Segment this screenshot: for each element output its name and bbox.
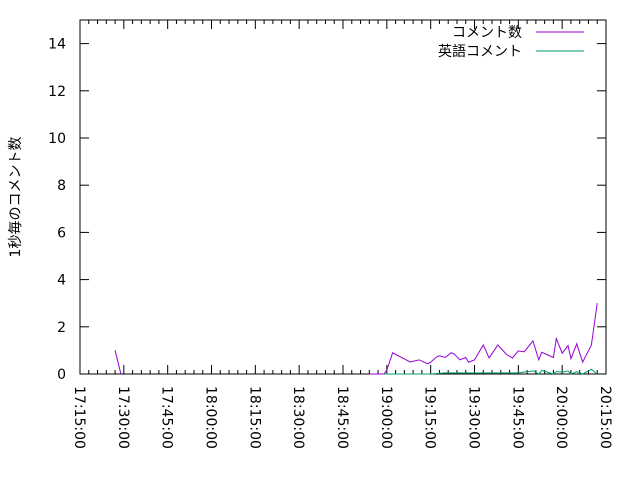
x-tick-label: 20:00:00 <box>553 386 569 449</box>
series-line-english-comments <box>384 369 597 374</box>
y-tick-label: 6 <box>57 225 66 241</box>
x-tick-label: 17:45:00 <box>159 386 175 449</box>
x-tick-label: 20:15:00 <box>597 386 613 449</box>
axes: 0 2 4 6 8 10 12 14 17:15:00 17:30:00 17:45:00 18:00… <box>48 20 613 449</box>
y-tick-label: 8 <box>57 178 66 194</box>
series-line-comments <box>369 303 597 374</box>
x-tick-label: 18:15:00 <box>246 386 262 449</box>
legend-label-comments: コメント数 <box>452 25 522 41</box>
y-tick-label: 0 <box>57 367 66 383</box>
series-group <box>115 303 597 374</box>
y-tick-label: 2 <box>57 320 66 336</box>
legend: コメント数 英語コメント <box>438 25 584 60</box>
x-tick-label: 17:30:00 <box>115 386 131 449</box>
y-tick-label: 14 <box>48 37 66 53</box>
x-tick-label: 19:15:00 <box>422 386 438 449</box>
series-line-comments <box>115 350 121 374</box>
x-tick-label: 18:45:00 <box>334 386 350 449</box>
y-axis-label: 1秒毎のコメント数 <box>8 137 24 258</box>
y-tick-label: 10 <box>48 131 66 147</box>
x-tick-label: 18:30:00 <box>290 386 306 449</box>
y-tick-label: 12 <box>48 84 66 100</box>
x-tick-label: 19:30:00 <box>466 386 482 449</box>
x-tick-label: 19:00:00 <box>378 386 394 449</box>
x-tick-label: 17:15:00 <box>71 386 87 449</box>
x-tick-label: 19:45:00 <box>509 386 525 449</box>
x-tick-label: 18:00:00 <box>203 386 219 449</box>
legend-label-english-comments: 英語コメント <box>438 43 522 60</box>
plot-border <box>80 20 606 374</box>
y-tick-label: 4 <box>57 273 66 289</box>
